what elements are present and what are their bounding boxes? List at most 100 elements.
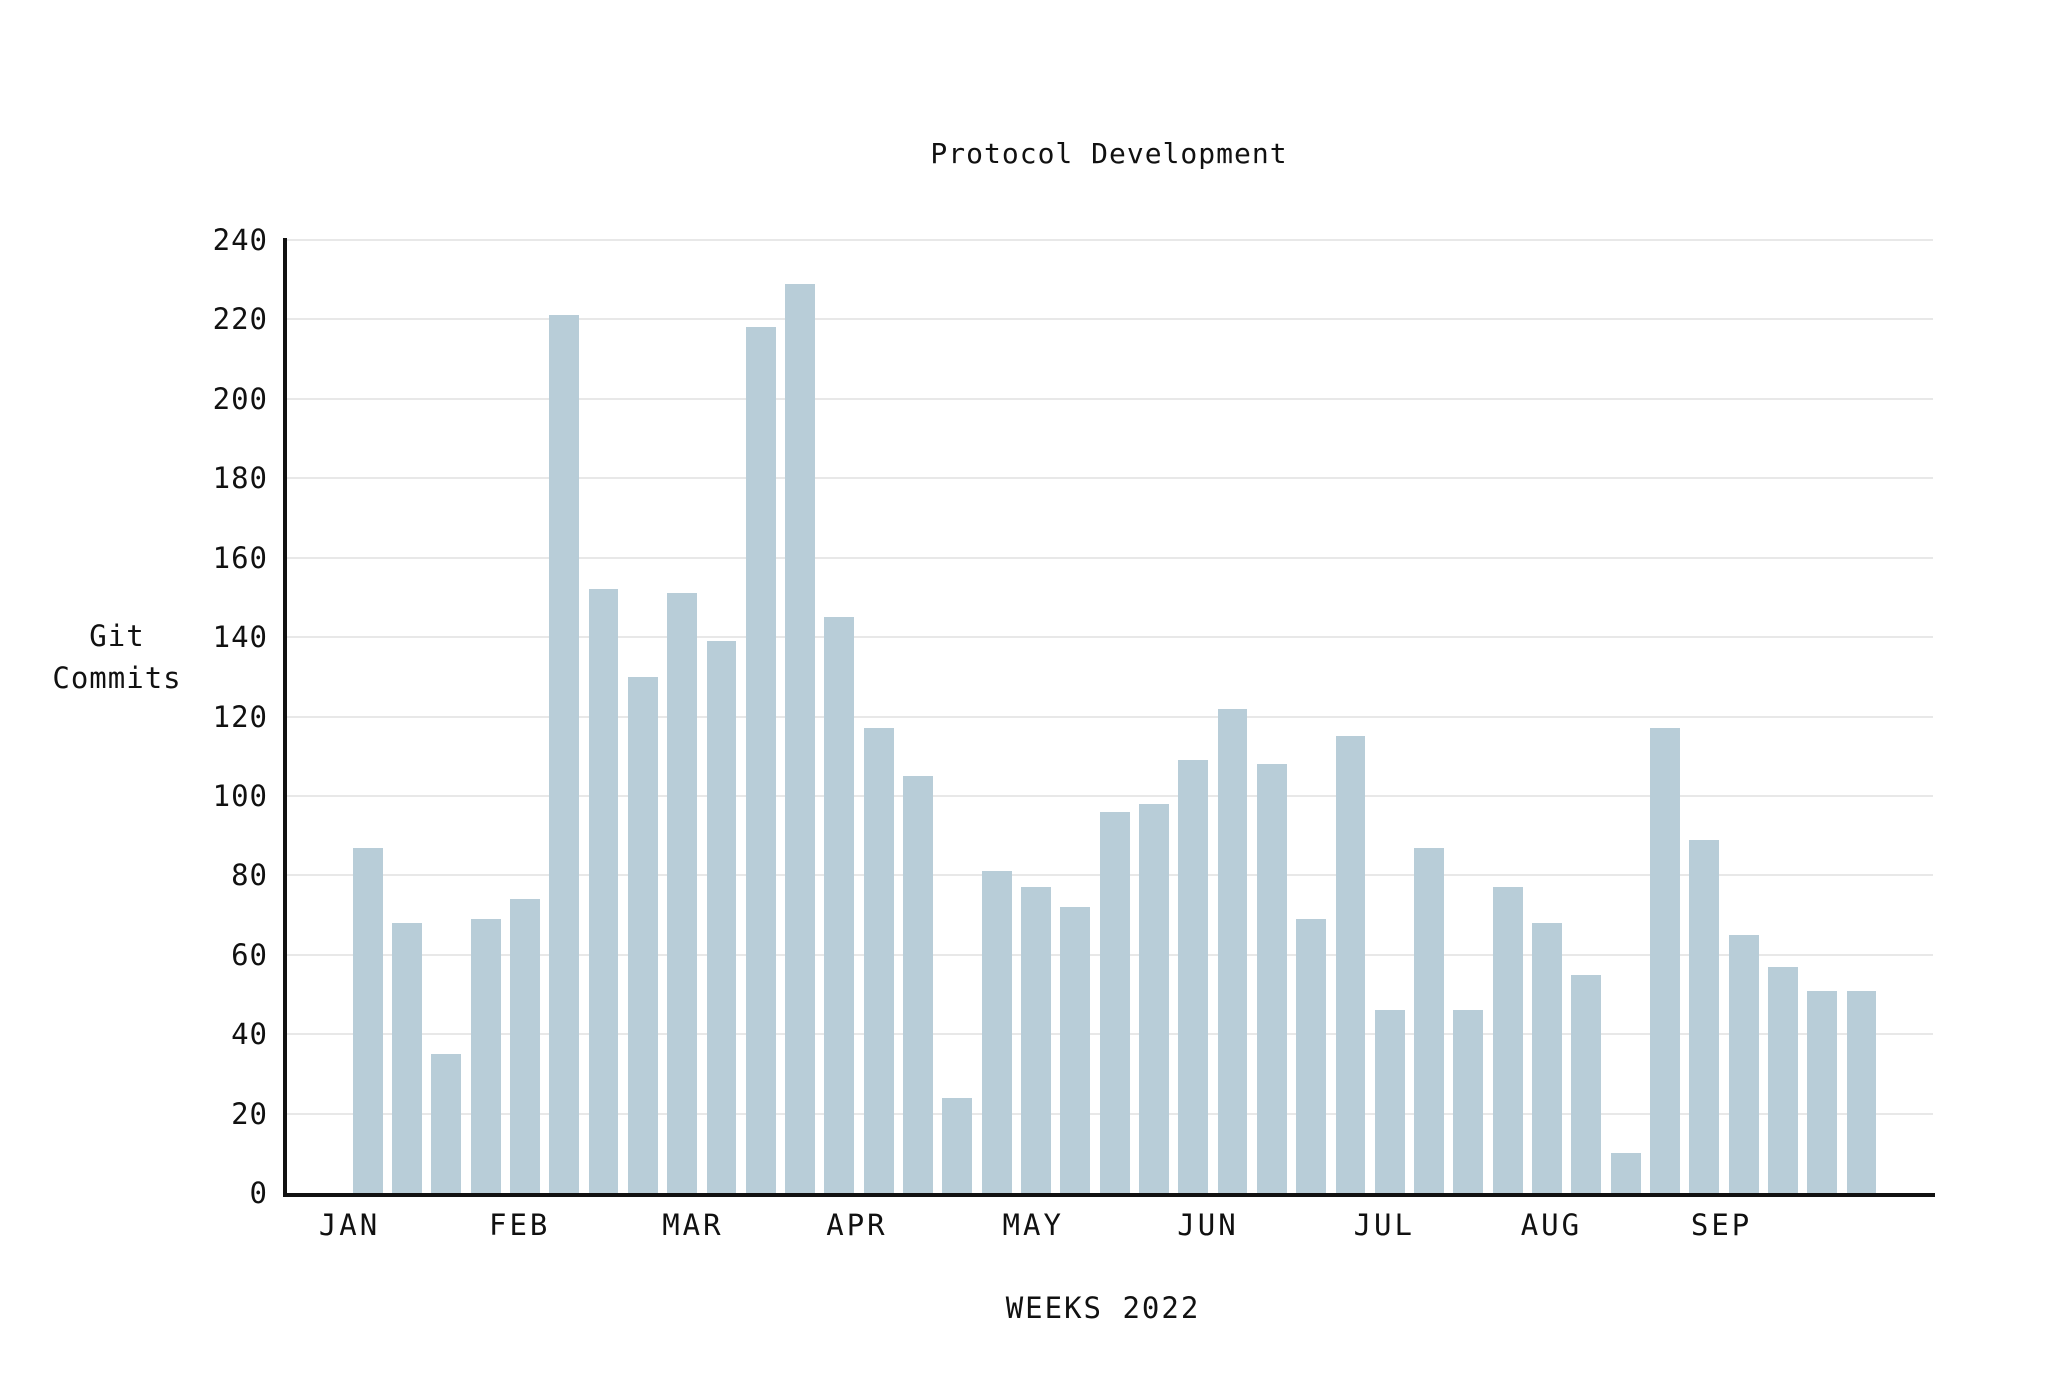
bar-week-15 <box>903 776 933 1193</box>
bar-slot-week-36 <box>1724 240 1763 1193</box>
bar-week-26 <box>1335 736 1366 1193</box>
bar-week-34 <box>1650 728 1680 1193</box>
bar-week-17 <box>981 871 1012 1193</box>
x-tick-label-aug: AUG <box>1520 1208 1583 1242</box>
gridline-100 <box>287 794 1933 797</box>
bar-slot-week-10 <box>702 240 741 1193</box>
bar-slot-week-30 <box>1488 240 1527 1193</box>
bar-slot-week-4 <box>466 240 505 1193</box>
bar-week-35 <box>1689 839 1720 1193</box>
gridline-240 <box>287 239 1933 241</box>
x-tick-label-apr: APR <box>826 1208 888 1242</box>
bar-slot-week-28 <box>1409 240 1448 1193</box>
bar-week-33 <box>1610 1153 1641 1193</box>
bar-slot-week-5 <box>505 240 544 1193</box>
bar-slot-week-31 <box>1527 240 1566 1193</box>
bar-week-11 <box>745 327 776 1193</box>
bar-week-21 <box>1138 803 1169 1193</box>
bar-slot-week-12 <box>780 240 819 1193</box>
y-tick-label-160: 160 <box>212 540 268 575</box>
bar-slot-week-13 <box>820 240 859 1193</box>
gridline-140 <box>287 636 1933 639</box>
bar-slot-week-21 <box>1134 240 1173 1193</box>
chart-title: Protocol Development <box>930 137 1288 170</box>
bar-week-36 <box>1728 934 1759 1193</box>
bar-week-29 <box>1453 1010 1484 1193</box>
y-tick-labels: 0 20 40 60 80 100 120 140 160 180 200 220 240 <box>120 223 268 1210</box>
bar-slot-week-11 <box>741 240 780 1193</box>
bar-slot-week-25 <box>1292 240 1331 1193</box>
bar-slot-week-7 <box>584 240 623 1193</box>
bar-week-1 <box>352 847 383 1193</box>
bar-slot-week-35 <box>1685 240 1724 1193</box>
bar-week-7 <box>588 589 619 1193</box>
bar-slot-week-34 <box>1645 240 1684 1193</box>
x-tick-label-mar: MAR <box>662 1208 724 1242</box>
bar-week-14 <box>863 728 894 1193</box>
bar-week-3 <box>431 1054 462 1193</box>
gridline-120 <box>287 715 1933 718</box>
y-tick-label-220: 220 <box>212 302 268 337</box>
plot-area <box>287 239 1933 1193</box>
y-axis-title-line2: Commits <box>52 661 182 695</box>
bar-slot-week-20 <box>1095 240 1134 1193</box>
bar-week-8 <box>627 676 658 1193</box>
bar-week-32 <box>1571 974 1602 1193</box>
x-axis-title: WEEKS 2022 <box>1005 1291 1201 1325</box>
bar-slot-week-15 <box>898 240 937 1193</box>
bar-slot-week-33 <box>1606 240 1645 1193</box>
y-tick-label-120: 120 <box>212 699 268 734</box>
bar-slot-week-19 <box>1056 240 1095 1193</box>
y-axis-title: Git Commits <box>0 615 234 699</box>
gridline-160 <box>287 556 1933 559</box>
bar-slot-week-24 <box>1252 240 1291 1193</box>
gridline-220 <box>287 318 1933 321</box>
bar-slot-week-26 <box>1331 240 1370 1193</box>
y-tick-label-200: 200 <box>212 381 268 416</box>
bar-week-9 <box>667 593 698 1193</box>
bar-slot-week-14 <box>859 240 898 1193</box>
bar-slot-week-22 <box>1174 240 1213 1193</box>
bar-week-4 <box>470 919 501 1193</box>
y-tick-label-0: 0 <box>249 1176 268 1210</box>
y-tick-label-180: 180 <box>212 461 268 496</box>
bars <box>348 240 1881 1193</box>
month-labels: JAN FEB MAR APR MAY JUN JUL AUG SEP <box>319 1208 1881 1252</box>
bar-slot-week-29 <box>1449 240 1488 1193</box>
bar-slot-week-1 <box>348 240 387 1193</box>
bar-week-20 <box>1099 811 1130 1193</box>
bar-week-19 <box>1060 907 1091 1193</box>
bar-slot-week-17 <box>977 240 1016 1193</box>
bar-week-18 <box>1021 887 1051 1193</box>
bar-week-39 <box>1846 990 1877 1193</box>
bar-slot-week-6 <box>545 240 584 1193</box>
bar-slot-week-23 <box>1213 240 1252 1193</box>
bar-week-37 <box>1767 966 1798 1193</box>
y-axis-line <box>283 238 287 1197</box>
x-tick-label-jan: JAN <box>318 1208 381 1242</box>
bar-week-2 <box>392 922 422 1193</box>
bar-week-28 <box>1414 847 1445 1193</box>
bar-slot-week-8 <box>623 240 662 1193</box>
x-tick-label-jun: JUN <box>1177 1208 1239 1242</box>
bar-week-27 <box>1374 1010 1405 1193</box>
bar-slot-week-3 <box>427 240 466 1193</box>
y-tick-label-140: 140 <box>212 620 268 655</box>
y-tick-label-100: 100 <box>212 778 268 813</box>
bar-slot-week-16 <box>938 240 977 1193</box>
y-tick-label-60: 60 <box>231 937 268 972</box>
x-tick-label-jul: JUL <box>1353 1208 1415 1242</box>
x-tick-label-feb: FEB <box>488 1208 551 1242</box>
bar-week-25 <box>1296 919 1327 1193</box>
gridline-200 <box>287 397 1933 400</box>
bar-slot-week-18 <box>1016 240 1055 1193</box>
bar-week-6 <box>549 315 580 1193</box>
bar-week-24 <box>1256 764 1287 1193</box>
y-tick-label-40: 40 <box>231 1017 268 1052</box>
y-tick-label-80: 80 <box>231 858 268 893</box>
gridline-180 <box>287 477 1933 480</box>
bar-week-16 <box>942 1097 973 1193</box>
bar-slot-week-32 <box>1567 240 1606 1193</box>
x-axis-line <box>283 1193 1935 1197</box>
